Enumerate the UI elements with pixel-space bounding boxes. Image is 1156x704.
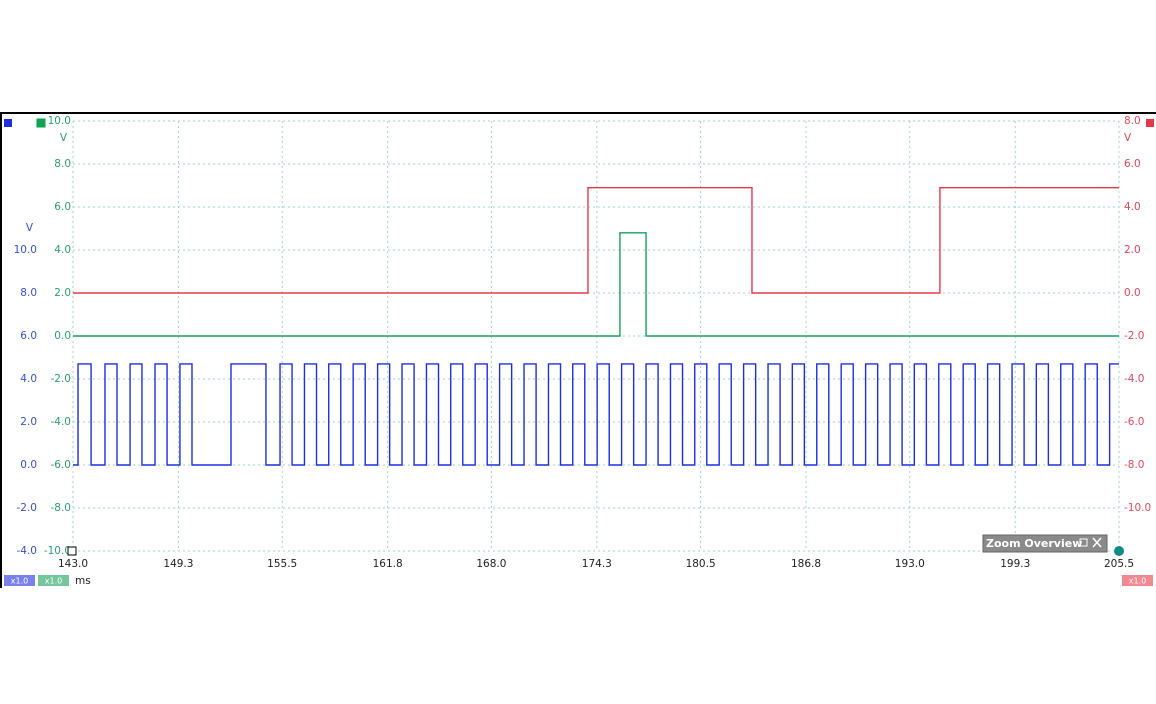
y-tick-label: 10.0: [48, 115, 71, 127]
y-tick-label: 8.0: [1124, 115, 1141, 127]
y-tick-label: -4.0: [1124, 373, 1145, 385]
x-tick-label: 149.3: [163, 558, 193, 570]
y-tick-label: -10.0: [44, 545, 71, 557]
y-tick-label: 4.0: [20, 373, 37, 385]
y-tick-label: 0.0: [54, 330, 71, 342]
ruler-handle-right[interactable]: [1114, 546, 1124, 556]
zoom-overview-title: Zoom Overview: [986, 537, 1082, 550]
waveform: [73, 232, 1119, 337]
y-tick-label: 6.0: [1124, 158, 1141, 170]
axis-labels: 143.0 149.3 155.5 161.8 168.0 174.3 180.5 186.8…: [4, 115, 1153, 587]
scale-badge: [4, 575, 35, 586]
y-tick-label: 2.0: [1124, 244, 1141, 256]
traces: [73, 186, 1119, 466]
ruler-handle[interactable]: [67, 546, 77, 556]
y-tick-label: 8.0: [54, 158, 71, 170]
channel-a-marker[interactable]: [4, 119, 12, 127]
x-tick-label: 155.5: [267, 558, 297, 570]
y-tick-label: -8.0: [1124, 459, 1145, 471]
zoom-overview[interactable]: Zoom Overview: [982, 534, 1108, 553]
x-tick-label: 174.3: [582, 558, 612, 570]
x-tick-label: 199.3: [1000, 558, 1030, 570]
y-tick-label: -2.0: [17, 502, 38, 514]
x-tick-label: 180.5: [686, 558, 716, 570]
y-tick-label: 0.0: [20, 459, 37, 471]
y-unit: V: [60, 132, 68, 144]
x-tick-label: 143.0: [58, 558, 88, 570]
y-tick-label: 0.0: [1124, 287, 1141, 299]
y-unit: V: [1124, 132, 1132, 144]
y-tick-label: -8.0: [51, 502, 72, 514]
y-tick-label: 4.0: [54, 244, 71, 256]
panel: [0, 112, 1156, 588]
y-tick-label: -2.0: [51, 373, 72, 385]
x-tick-label: 186.8: [791, 558, 821, 570]
x-unit: ms: [75, 575, 91, 587]
y-tick-label: 2.0: [54, 287, 71, 299]
waveform: [73, 186, 1119, 294]
y-tick-label: -6.0: [51, 459, 72, 471]
y-tick-label: 6.0: [20, 330, 37, 342]
scale-badge-label: x1.0: [45, 577, 62, 586]
y-tick-label: -10.0: [1124, 502, 1151, 514]
y-tick-label: 10.0: [14, 244, 37, 256]
scale-badge: [38, 575, 69, 586]
waveform: [73, 363, 1119, 466]
y-tick-label: -4.0: [17, 545, 38, 557]
close-icon[interactable]: [1092, 537, 1102, 548]
y-tick-label: 2.0: [20, 416, 37, 428]
channel-b-marker[interactable]: [36, 118, 46, 128]
x-tick-label: 205.5: [1104, 558, 1134, 570]
scale-badge-label: x1.0: [11, 577, 28, 586]
scale-badge: [1122, 575, 1153, 586]
y-tick-label: -6.0: [1124, 416, 1145, 428]
zoom-overview-bar[interactable]: [982, 534, 1108, 553]
y-tick-label: -4.0: [51, 416, 72, 428]
y-tick-label: -2.0: [1124, 330, 1145, 342]
y-tick-label: 8.0: [20, 287, 37, 299]
channel-c-marker[interactable]: [1146, 119, 1154, 127]
y-tick-label: 4.0: [1124, 201, 1141, 213]
x-tick-label: 161.8: [373, 558, 403, 570]
y-tick-label: 6.0: [54, 201, 71, 213]
x-tick-label: 168.0: [476, 558, 506, 570]
restore-icon[interactable]: [1079, 538, 1088, 547]
y-unit: V: [26, 222, 34, 234]
x-tick-label: 193.0: [895, 558, 925, 570]
scale-badge-label: x1.0: [1129, 577, 1146, 586]
